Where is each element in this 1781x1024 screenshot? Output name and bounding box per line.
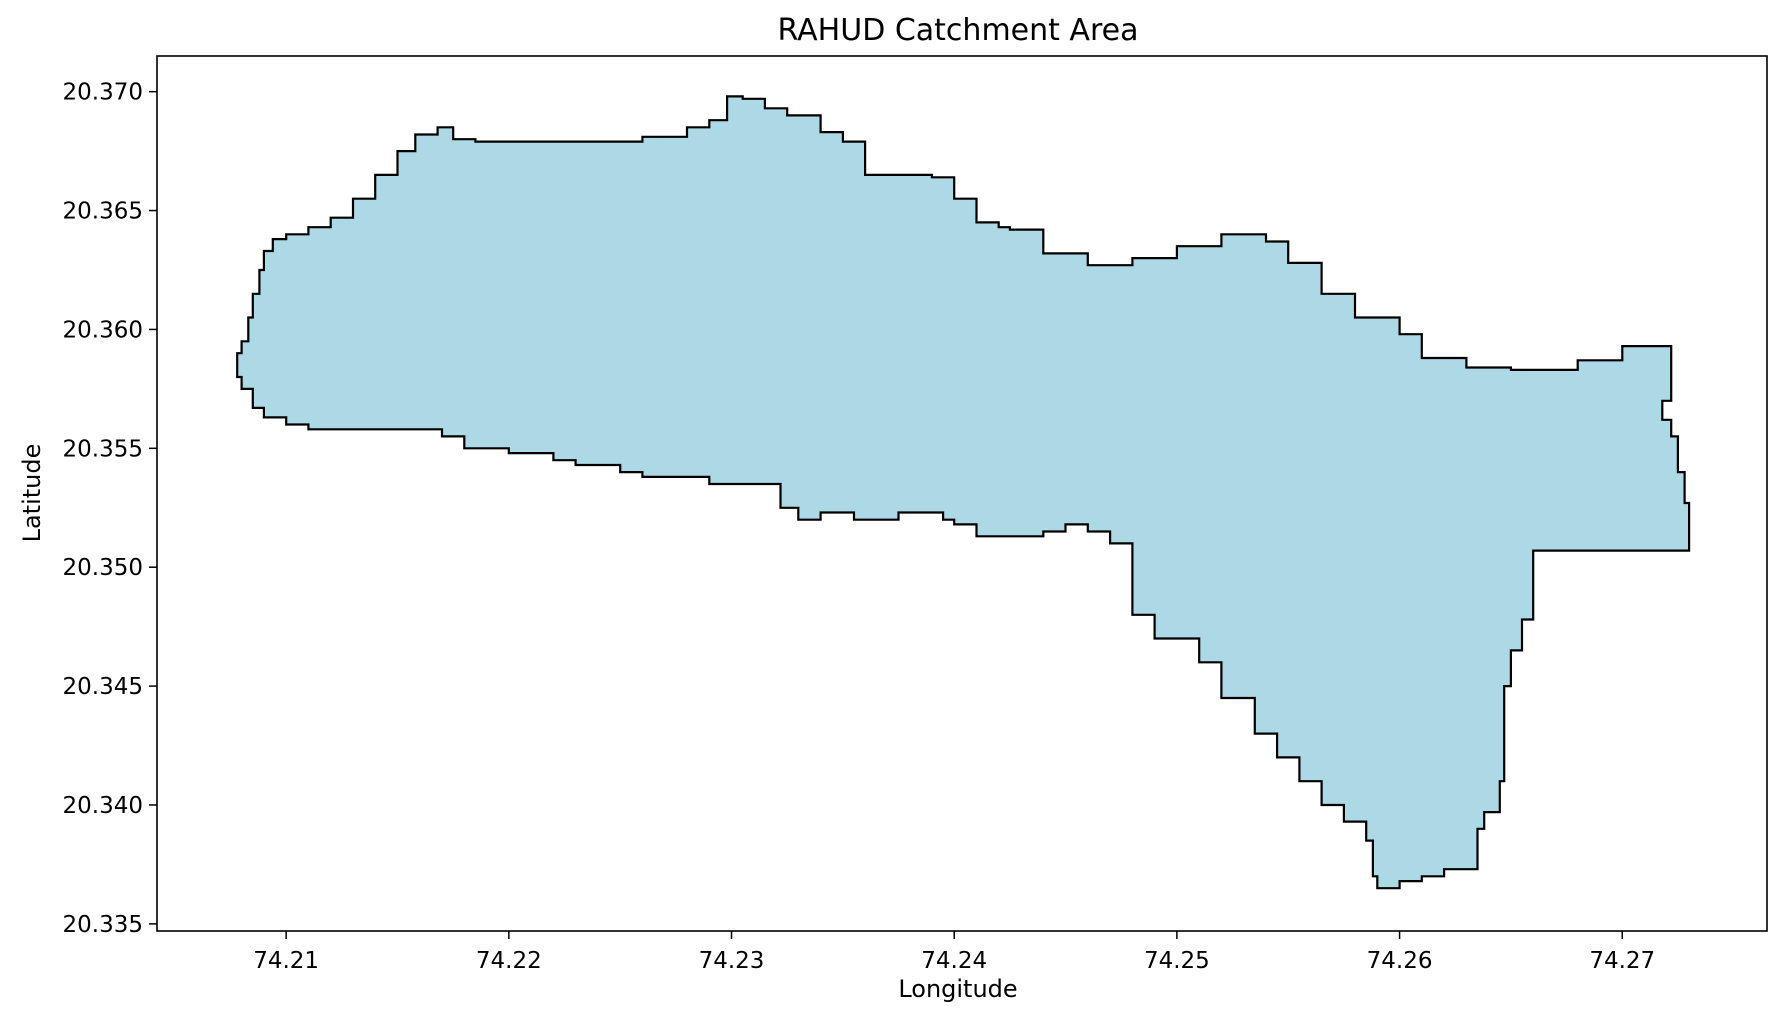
y-tick-label: 20.370 bbox=[63, 80, 143, 106]
x-tick-label: 74.22 bbox=[476, 948, 542, 974]
x-tick-label: 74.26 bbox=[1367, 948, 1433, 974]
y-tick-label: 20.365 bbox=[63, 199, 143, 225]
plot-area bbox=[236, 95, 1691, 890]
x-tick-label: 74.25 bbox=[1144, 948, 1210, 974]
y-tick-label: 20.355 bbox=[63, 436, 143, 462]
y-tick-label: 20.345 bbox=[63, 674, 143, 700]
y-tick-label: 20.340 bbox=[63, 793, 143, 819]
x-tick-label: 74.21 bbox=[253, 948, 319, 974]
y-tick-label: 20.335 bbox=[63, 912, 143, 938]
y-tick-label: 20.360 bbox=[63, 317, 143, 343]
catchment-area-polygon bbox=[236, 95, 1691, 890]
x-axis: 74.21 74.22 74.23 74.24 74.25 74.26 74.27 bbox=[253, 931, 1655, 974]
x-tick-label: 74.24 bbox=[921, 948, 987, 974]
y-axis: 20.335 20.340 20.345 20.350 20.355 20.360 20.3… bbox=[63, 80, 157, 938]
x-axis-label: Longitude bbox=[898, 975, 1017, 1003]
y-axis-label: Latitude bbox=[18, 444, 46, 543]
chart-title: RAHUD Catchment Area bbox=[778, 13, 1139, 48]
axes-frame bbox=[156, 55, 1768, 932]
y-tick-label: 20.350 bbox=[63, 555, 143, 581]
x-tick-label: 74.27 bbox=[1589, 948, 1655, 974]
x-tick-label: 74.23 bbox=[699, 948, 765, 974]
